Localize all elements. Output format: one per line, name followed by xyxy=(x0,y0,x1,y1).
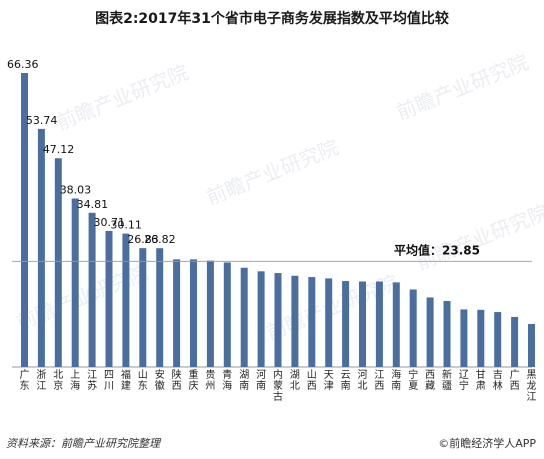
data-label: 34.81 xyxy=(77,198,109,211)
category-label: 江西 xyxy=(374,369,384,392)
bar xyxy=(173,259,181,367)
watermark-text: 前瞻产业研究院 xyxy=(203,135,342,210)
average-label: 平均值：23.85 xyxy=(394,242,480,257)
bar xyxy=(308,277,316,367)
category-label: 海南 xyxy=(391,368,401,392)
bar xyxy=(409,289,417,367)
category-label: 内蒙古 xyxy=(273,368,283,403)
bar xyxy=(494,312,502,367)
data-label: 47.12 xyxy=(43,143,75,156)
category-label: 广东 xyxy=(20,369,30,392)
category-label: 辽宁 xyxy=(459,369,469,392)
category-label: 甘肃 xyxy=(476,368,486,392)
category-label: 重庆 xyxy=(189,368,199,392)
category-label: 宁夏 xyxy=(408,368,418,392)
data-label: 30.11 xyxy=(110,219,141,232)
bar xyxy=(122,233,130,367)
category-label: 西藏 xyxy=(425,370,435,392)
category-label: 吉林 xyxy=(493,369,503,392)
bar xyxy=(443,300,451,367)
bar xyxy=(37,128,45,367)
category-label: 新疆 xyxy=(442,368,452,392)
watermark-text: 前瞻产业研究院 xyxy=(13,260,152,335)
bar xyxy=(257,271,265,367)
category-label: 广西 xyxy=(510,369,520,392)
category-label: 河南 xyxy=(256,369,266,392)
data-label: 26.83 xyxy=(127,233,159,246)
bar xyxy=(426,297,434,367)
bar xyxy=(240,267,248,367)
bar xyxy=(139,248,147,367)
category-label: 山东 xyxy=(138,369,148,392)
category-label: 福建 xyxy=(121,368,131,392)
data-label: 53.74 xyxy=(26,114,58,127)
bar xyxy=(528,324,535,367)
category-label: 北京 xyxy=(53,369,63,392)
category-label: 河北 xyxy=(358,369,368,392)
bar xyxy=(325,278,333,367)
bars-layer xyxy=(21,73,535,367)
bar xyxy=(342,281,350,367)
bar xyxy=(54,158,62,367)
category-label: 天津 xyxy=(324,370,334,392)
data-label: 66.36 xyxy=(7,58,39,71)
category-label: 江苏 xyxy=(87,369,97,392)
watermark-text: 前瞻产业研究院 xyxy=(393,50,532,125)
bar xyxy=(71,198,79,367)
bar xyxy=(291,275,299,367)
bar xyxy=(460,309,468,367)
bar xyxy=(88,212,96,367)
category-label: 陕西 xyxy=(172,368,182,392)
source-note: 资料来源：前瞻产业研究院整理 xyxy=(6,437,160,450)
category-label: 上海 xyxy=(70,369,80,392)
chart-title: 图表2:2017年31个省市电子商务发展指数及平均值比较 xyxy=(95,11,449,27)
data-label: 38.03 xyxy=(60,184,91,197)
watermark-text: 前瞻产业研究院 xyxy=(53,60,192,135)
bar xyxy=(105,230,113,367)
data-label: 30.71 xyxy=(94,216,126,229)
category-label: 湖北 xyxy=(290,369,300,392)
category-label: 四川 xyxy=(104,370,114,392)
bar xyxy=(21,73,28,367)
bar xyxy=(359,281,366,367)
category-labels-layer: 广东浙江北京上海江苏四川福建山东安徽陕西重庆贵州青海湖南河南内蒙古湖北山西天津云… xyxy=(20,368,537,403)
brand-credit: ©前瞻经济学人APP xyxy=(438,437,536,450)
bar xyxy=(274,273,282,367)
bar xyxy=(156,248,164,367)
data-label: 26.82 xyxy=(144,233,176,246)
bar xyxy=(375,281,383,367)
category-label: 青海 xyxy=(222,368,232,392)
bar xyxy=(477,309,485,367)
bar xyxy=(190,259,197,367)
category-label: 安徽 xyxy=(155,368,165,392)
bar xyxy=(206,260,214,367)
bar xyxy=(223,262,231,367)
category-label: 贵州 xyxy=(205,368,215,392)
category-label: 浙江 xyxy=(36,369,46,392)
category-label: 黑龙江 xyxy=(527,369,537,403)
category-label: 湖南 xyxy=(239,369,249,392)
bar xyxy=(511,316,519,367)
category-label: 云南 xyxy=(341,370,351,392)
watermark-text: 前瞻产业研究院 xyxy=(413,200,544,275)
bar xyxy=(392,282,400,367)
category-label: 山西 xyxy=(307,369,317,392)
